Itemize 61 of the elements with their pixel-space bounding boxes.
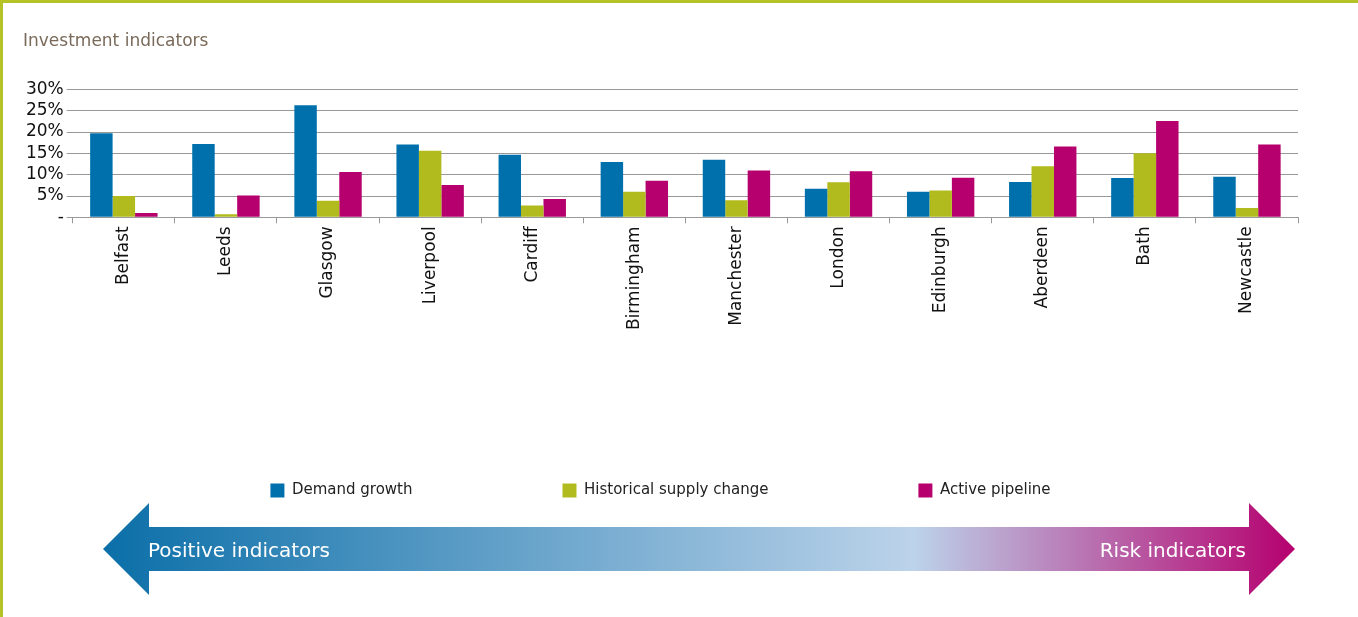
bar: [112, 196, 136, 217]
x-tick-label: Manchester: [724, 226, 745, 326]
x-tick-label: Bath: [1133, 226, 1154, 266]
x-tick-label: Leeds: [214, 226, 235, 277]
bar: [645, 180, 669, 217]
legend-label: Demand growth: [291, 480, 413, 499]
x-tick-label: Birmingham: [622, 226, 643, 331]
y-tick-label: -: [57, 205, 64, 226]
text: Positive indicators: [148, 538, 330, 562]
bar: [951, 177, 975, 217]
bar: [1258, 144, 1281, 217]
bar: [1053, 146, 1077, 217]
bar: [396, 144, 419, 217]
bar: [339, 172, 362, 217]
y-tick-label: 20%: [25, 120, 64, 141]
bar: [1235, 207, 1259, 217]
y-tick-label: 15%: [25, 141, 64, 162]
y-tick-label: 25%: [25, 99, 64, 120]
bar: [418, 150, 442, 217]
bar: [294, 105, 317, 217]
bar: [90, 133, 113, 217]
legend-label: Active pipeline: [939, 480, 1051, 499]
bar: [623, 191, 646, 217]
x-tick-label: Edinburgh: [929, 226, 950, 314]
bar: [804, 188, 828, 217]
x-tick-label: Cardiff: [520, 225, 541, 283]
chart-title: Investment indicators: [23, 29, 209, 50]
bar: [1031, 166, 1054, 217]
bar: [929, 190, 952, 217]
bar: [906, 191, 930, 217]
text: Risk indicators: [1099, 538, 1246, 562]
x-tick-label: Glasgow: [316, 226, 337, 299]
bar: [1156, 120, 1179, 217]
bar: [725, 200, 748, 217]
legend-label: Historical supply change: [583, 480, 769, 499]
bar: [1111, 178, 1134, 217]
x-tick-label: Newcastle: [1235, 226, 1256, 314]
bar: [135, 213, 158, 217]
bar: [1133, 153, 1157, 217]
bar: [600, 161, 624, 217]
bar: [1213, 176, 1236, 217]
bar: [1009, 181, 1032, 217]
y-tick-label: 30%: [25, 77, 64, 98]
bar: [521, 205, 544, 217]
bar: [316, 200, 340, 217]
bar: [543, 198, 566, 217]
bar: [747, 170, 771, 217]
bar: [498, 154, 522, 217]
bar: [237, 195, 260, 217]
bar: [192, 143, 215, 217]
x-tick-label: Aberdeen: [1031, 226, 1052, 309]
bar: [214, 214, 238, 217]
bar: [827, 182, 850, 217]
x-tick-label: Liverpool: [418, 226, 439, 305]
y-tick-label: 5%: [36, 184, 64, 205]
x-tick-label: Belfast: [112, 226, 133, 286]
x-tick-label: London: [826, 226, 847, 289]
bar: [441, 184, 464, 217]
y-tick-label: 10%: [25, 163, 64, 184]
bar: [849, 171, 873, 217]
bar: [702, 159, 726, 217]
